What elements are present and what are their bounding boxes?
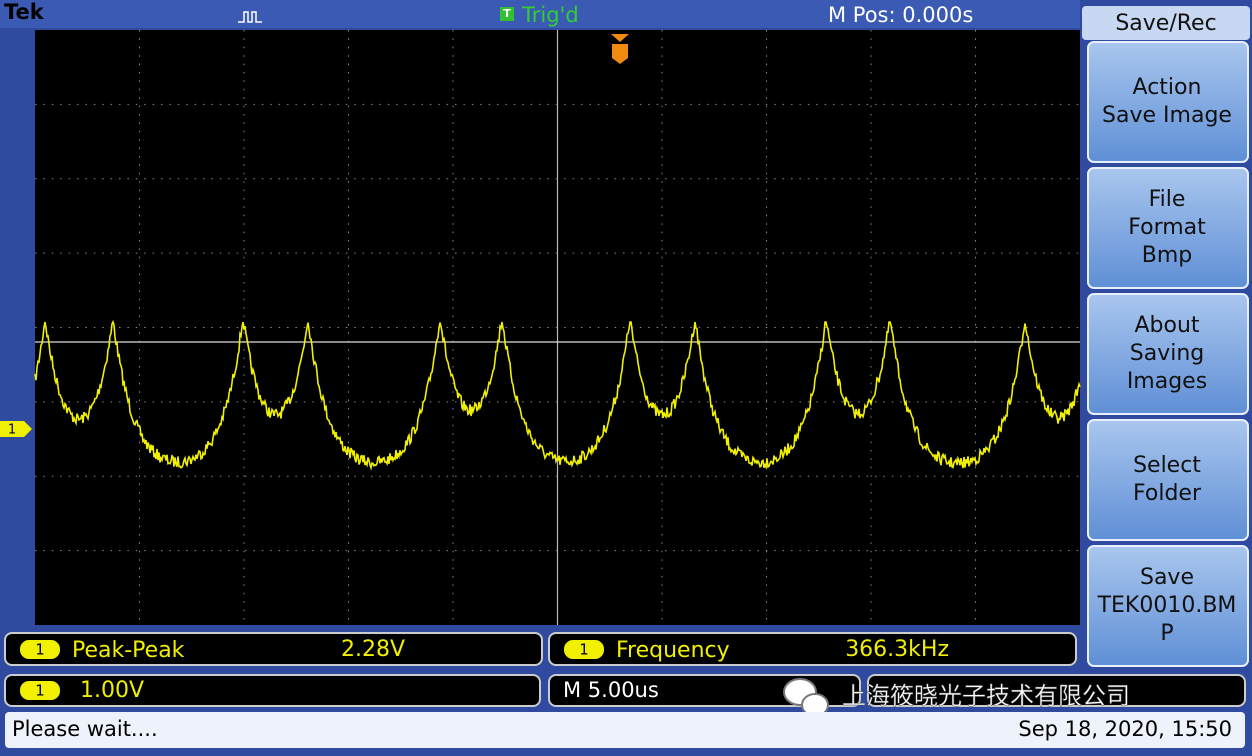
trig-badge: T	[503, 7, 511, 20]
trigger-box	[867, 674, 1246, 707]
menu-button-label: Bmp	[1142, 243, 1193, 268]
measurement-box	[548, 632, 1077, 666]
status-bar	[5, 712, 1245, 748]
menu-button-label: Action	[1133, 75, 1202, 100]
wechat-icon	[783, 678, 829, 717]
top-bar	[0, 0, 1080, 28]
channel-marker: 1	[8, 423, 16, 438]
channel-badge: 1	[35, 682, 45, 700]
channel-badge-bg	[20, 640, 60, 659]
menu-title: Save/Rec	[1115, 11, 1216, 36]
channel-badge-bg	[20, 681, 60, 700]
channel-badge: 1	[35, 641, 45, 659]
menu-button-label: TEK0010.BM	[1097, 593, 1237, 618]
menu-button-label: Images	[1127, 369, 1207, 394]
menu-button-label: About	[1134, 313, 1199, 338]
menu-button-label: Saving	[1130, 341, 1205, 366]
channel-badge-bg	[564, 640, 604, 659]
menu-button	[1087, 41, 1249, 163]
menu-button-label: Save	[1140, 565, 1194, 590]
brand: Tek	[4, 0, 45, 24]
menu-button	[1087, 293, 1249, 415]
trig-badge-bg	[500, 7, 514, 21]
menu-button	[1087, 419, 1249, 541]
menu-button-label: Format	[1128, 215, 1206, 240]
measurement-name: Peak-Peak	[72, 638, 185, 663]
menu-button-label: Save Image	[1102, 103, 1232, 128]
measurement-value: 366.3kHz	[845, 637, 949, 662]
channel-badge: 1	[579, 641, 589, 659]
watermark: 上海筱晓光子技术有限公司	[842, 682, 1130, 710]
trigger-position-marker	[611, 34, 629, 64]
m-pos: M Pos: 0.000s	[828, 3, 973, 27]
timebase: M 5.00us	[563, 678, 659, 702]
measurements: 1 Peak-Peak 2.28V 1 Frequency 366.3kHz	[20, 637, 949, 663]
timebase-box	[548, 674, 861, 707]
channel-marker-bg	[0, 421, 32, 437]
menu: Action Save Image File Format Bmp About Saving…	[1087, 41, 1249, 667]
measurement-value: 2.28V	[341, 637, 405, 662]
status-message: Please wait....	[12, 717, 158, 741]
menu-button-label: P	[1160, 621, 1173, 646]
menu-button-label: Folder	[1133, 481, 1202, 506]
measurement-name: Frequency	[616, 638, 730, 663]
menu-button	[1087, 167, 1249, 289]
menu-button	[1087, 545, 1249, 667]
menu-title-bg	[1082, 6, 1250, 40]
acq-icon	[238, 11, 262, 23]
measurement-box	[4, 632, 543, 666]
menu-button-label: Select	[1133, 453, 1201, 478]
menu-button-label: File	[1149, 187, 1186, 212]
trigger-status: Trig'd	[521, 3, 579, 27]
channel-box	[4, 674, 541, 707]
channel-scale: 1.00V	[80, 678, 144, 703]
datetime: Sep 18, 2020, 15:50	[1018, 717, 1232, 741]
waveform	[34, 319, 1081, 471]
grid	[35, 30, 1080, 625]
